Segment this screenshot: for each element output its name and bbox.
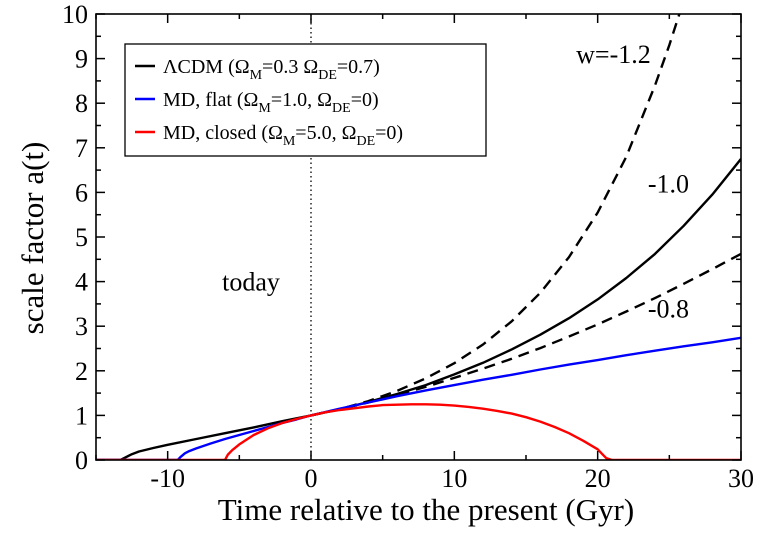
legend-entry-1: MD, flat (ΩM=1.0, ΩDE=0)	[163, 89, 379, 116]
x-tick-label: 0	[305, 464, 318, 493]
y-tick-label: 0	[75, 446, 88, 475]
x-tick-label: 20	[585, 464, 611, 493]
axes-layer: -10 0 10 20 30 0 1 2 3 4 5 6 7 8 9 10 w=-1.2 -1.0 -0.8 toda…	[62, 0, 754, 493]
x-tick-label: 30	[728, 464, 754, 493]
annotation-label: -1.0	[648, 169, 689, 198]
y-tick-label: 4	[75, 268, 88, 297]
legend-entry-2: MD, closed (ΩM=5.0, ΩDE=0)	[163, 122, 403, 149]
annotation-label: today	[222, 268, 280, 297]
y-axis-label: scale factor a(t)	[15, 142, 50, 335]
legend-entry-0: ΛCDM (ΩM=0.3 ΩDE=0.7)	[163, 56, 380, 83]
y-tick-label: 7	[75, 134, 88, 163]
x-axis-label: Time relative to the present (Gyr)	[218, 492, 634, 527]
y-tick-label: 6	[75, 178, 88, 207]
x-tick-label: -10	[150, 464, 185, 493]
series-line-3	[96, 336, 741, 460]
y-tick-label: 2	[75, 357, 88, 386]
series-line-1	[310, 14, 681, 417]
y-tick-label: 10	[62, 0, 88, 29]
annotation-label: w=-1.2	[576, 40, 651, 69]
legend-box	[124, 43, 487, 157]
y-tick-label: 9	[75, 45, 88, 74]
legend: ΛCDM (ΩM=0.3 ΩDE=0.7) MD, flat (ΩM=1.0, Ω…	[124, 43, 487, 157]
x-tick-label: 10	[441, 464, 467, 493]
y-tick-label: 1	[75, 401, 88, 430]
y-tick-label: 5	[75, 223, 88, 252]
annotation-label: -0.8	[648, 294, 689, 323]
y-tick-label: 8	[75, 89, 88, 118]
plot-layer	[96, 14, 741, 460]
y-tick-label: 3	[75, 312, 88, 341]
series-line-4	[96, 403, 741, 460]
